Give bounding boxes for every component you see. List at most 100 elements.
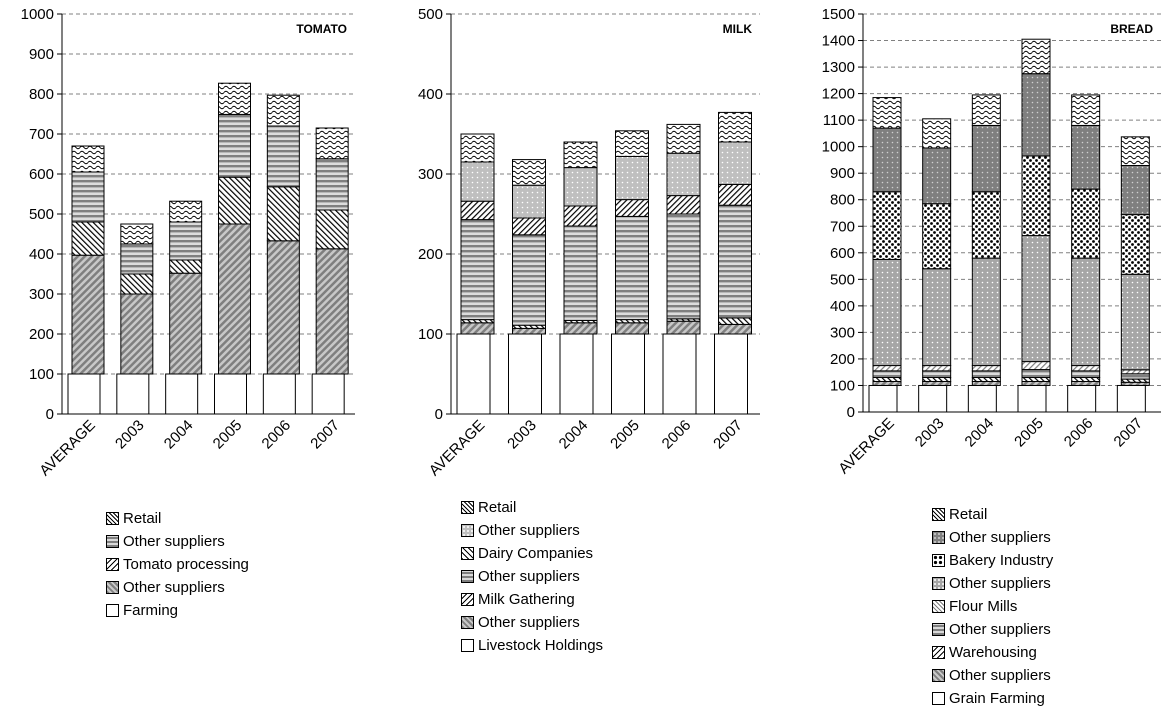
bar-segment — [1071, 94, 1101, 126]
x-tick-label: 2005 — [607, 417, 643, 453]
bar-segment — [971, 377, 1001, 382]
legend-swatch-icon — [461, 501, 474, 514]
legend-item: Grain Farming — [932, 687, 1053, 710]
y-tick-label: 200 — [418, 246, 443, 263]
bar-segment — [1017, 384, 1047, 413]
y-tick-label: 300 — [830, 324, 855, 341]
y-tick-label: 600 — [830, 245, 855, 262]
bar-segment — [662, 333, 697, 415]
bar-segment — [218, 113, 251, 178]
legend-item: Dairy Companies — [461, 542, 603, 565]
bar-segment — [169, 272, 203, 375]
legend-item: Other suppliers — [461, 611, 603, 634]
x-tick-label: 2007 — [710, 417, 746, 453]
tomato-legend: Retail Other suppliers Tomato processing… — [106, 507, 249, 622]
legend-swatch-icon — [932, 577, 945, 590]
legend-swatch-icon — [932, 600, 945, 613]
bar-segment — [1021, 369, 1051, 379]
bar-segment — [971, 94, 1001, 126]
x-tick-label: 2004 — [962, 415, 998, 451]
legend-label: Other suppliers — [949, 575, 1051, 592]
bar-segment — [311, 373, 345, 415]
bar-segment — [71, 221, 105, 256]
y-tick-label: 600 — [29, 166, 54, 183]
bar-segment — [971, 370, 1001, 379]
bar-segment — [563, 225, 598, 321]
bar-segment — [559, 333, 594, 415]
legend-label: Other suppliers — [123, 579, 225, 596]
x-tick-label: 2003 — [912, 415, 948, 451]
legend-item: Other suppliers — [932, 618, 1053, 641]
legend-item: Other suppliers — [106, 576, 249, 599]
bar-segment — [218, 82, 251, 115]
bar-segment — [971, 365, 1001, 372]
bar-segment — [718, 111, 752, 143]
bar-segment — [1021, 155, 1051, 237]
bar-segment — [460, 161, 495, 202]
bar-segment — [165, 373, 199, 415]
bar-segment — [460, 133, 495, 163]
legend-swatch-icon — [106, 581, 119, 594]
legend-label: Flour Mills — [949, 598, 1018, 615]
bar-segment — [315, 127, 349, 160]
bar-segment — [872, 365, 902, 372]
legend-label: Tomato processing — [123, 556, 249, 573]
bar-segment — [918, 384, 948, 413]
bar-segment — [71, 254, 105, 375]
x-tick-label: 2007 — [1111, 415, 1147, 451]
legend-swatch-icon — [106, 604, 119, 617]
bar-segment — [1071, 365, 1101, 372]
bar-segment — [218, 176, 251, 225]
tomato-chart: 0 100 200 300 400 500 600 700 800 900 1000 TOMATO AV… — [21, 6, 355, 479]
bar-segment — [872, 191, 902, 260]
legend-swatch-icon — [461, 593, 474, 606]
legend-label: Other suppliers — [123, 533, 225, 550]
y-tick-label: 0 — [435, 406, 443, 423]
bar-segment — [971, 124, 1001, 193]
bar-segment — [971, 257, 1001, 367]
legend-swatch-icon — [932, 623, 945, 636]
legend-swatch-icon — [461, 616, 474, 629]
bar-segment — [116, 373, 150, 415]
y-tick-label: 1400 — [822, 33, 855, 50]
legend-item: Milk Gathering — [461, 588, 603, 611]
legend-label: Other suppliers — [478, 614, 580, 631]
bar-segment — [1120, 273, 1150, 371]
bar-segment — [214, 373, 247, 415]
legend-label: Other suppliers — [949, 667, 1051, 684]
x-tick-label: 2004 — [556, 417, 592, 453]
bar-segment — [169, 221, 203, 261]
y-tick-label: 800 — [29, 86, 54, 103]
bar-segment — [868, 384, 898, 413]
bar-segment — [266, 94, 300, 127]
bar-segment — [666, 213, 701, 320]
bar-segment — [1071, 377, 1101, 382]
x-tick-label: 2004 — [161, 417, 197, 453]
bar-segment — [456, 333, 491, 415]
y-tick-label: 1300 — [822, 59, 855, 76]
bar-segment — [872, 97, 902, 129]
legend-swatch-icon — [461, 524, 474, 537]
bar-segment — [315, 248, 349, 375]
legend-item: Retail — [106, 507, 249, 530]
bar-segment — [1021, 361, 1051, 371]
bar-segment — [563, 322, 598, 335]
y-tick-label: 400 — [830, 298, 855, 315]
legend-item: Other suppliers — [932, 664, 1053, 687]
bar-segment — [971, 380, 1001, 386]
bar-segment — [460, 200, 495, 221]
bar-segment — [460, 219, 495, 321]
bar-segment — [1021, 377, 1051, 382]
bar-segment — [508, 333, 542, 415]
bar-segment — [71, 145, 105, 173]
bar-segment — [967, 384, 997, 413]
bar-segment — [512, 234, 546, 326]
bar-segment — [169, 200, 203, 223]
bar-segment — [1071, 370, 1101, 379]
legend-label: Other suppliers — [949, 529, 1051, 546]
bar-segment — [1120, 214, 1150, 275]
bar-segment — [266, 125, 300, 188]
legend-item: Tomato processing — [106, 553, 249, 576]
x-tick-label: 2006 — [259, 417, 295, 453]
legend-item: Flour Mills — [932, 595, 1053, 618]
